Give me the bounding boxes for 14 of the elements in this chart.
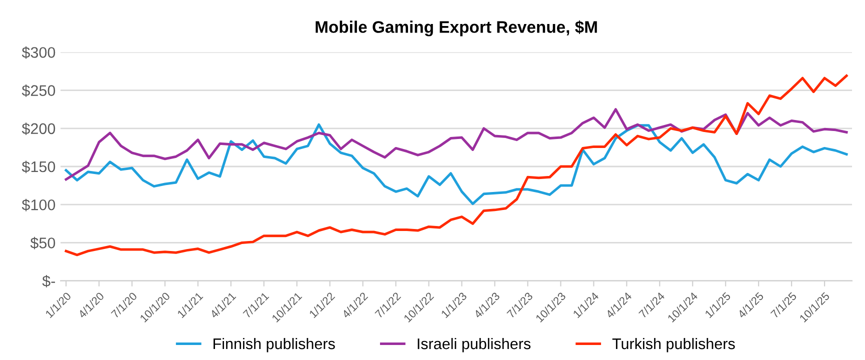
chart-title: Mobile Gaming Export Revenue, $M xyxy=(316,20,597,36)
y-tick-label: $- xyxy=(42,275,56,288)
line-series xyxy=(64,123,848,206)
legend-label: Finnish publishers xyxy=(214,338,335,352)
legend-label: Israeli publishers xyxy=(418,338,530,352)
y-tick-label: $100 xyxy=(22,198,56,212)
y-tick-label: $250 xyxy=(22,84,56,97)
line-series xyxy=(64,108,848,181)
y-tick-label: $300 xyxy=(22,46,56,59)
line-series xyxy=(64,74,848,256)
legend-label: Turkish publishers xyxy=(612,338,735,352)
y-tick-label: $200 xyxy=(22,122,56,135)
y-tick-label: $150 xyxy=(22,160,56,174)
y-tick-label: $50 xyxy=(30,236,56,250)
